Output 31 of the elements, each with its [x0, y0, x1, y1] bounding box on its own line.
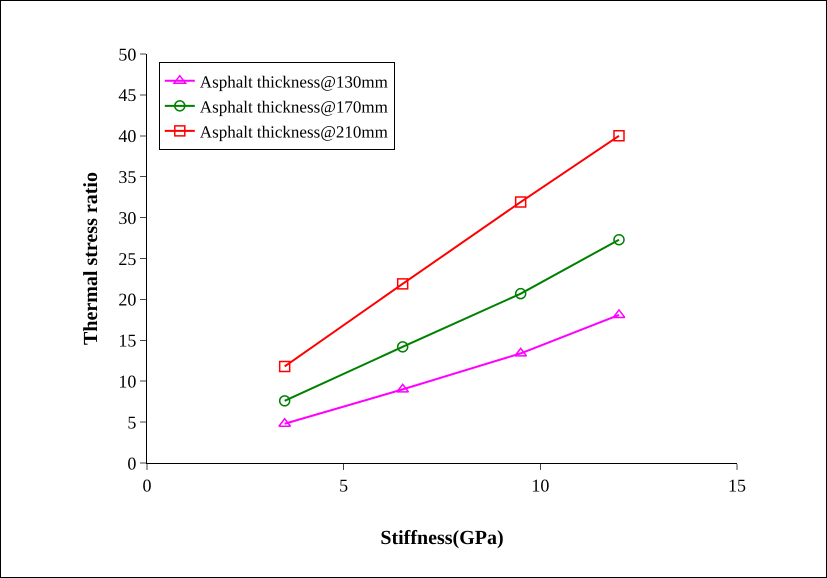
y-tick-label: 5 [127, 412, 136, 432]
x-tick-label: 5 [339, 476, 348, 496]
legend-label: Asphalt thickness@210mm [200, 122, 388, 142]
x-tick-label: 15 [728, 476, 746, 496]
x-tick-label: 10 [531, 476, 550, 496]
point [396, 384, 410, 393]
point [396, 278, 408, 290]
y-tick-label: 15 [118, 330, 136, 351]
y-axis-title: Thermal stress ratio [80, 172, 102, 345]
point [514, 196, 526, 208]
y-tick-label: 0 [127, 453, 136, 474]
point [396, 341, 408, 353]
legend-label: Asphalt thickness@130mm [200, 72, 388, 92]
point [514, 348, 528, 357]
point [278, 395, 290, 407]
y-tick-label: 25 [118, 248, 136, 269]
y-tick-label: 20 [118, 290, 136, 310]
x-tick-label: 0 [142, 476, 152, 496]
point [613, 130, 625, 142]
point [613, 234, 625, 246]
y-tick-label: 40 [118, 126, 136, 146]
y-tick-label: 30 [118, 208, 136, 228]
y-tick-label: 35 [118, 167, 136, 187]
point [278, 360, 290, 372]
x-axis-title: Stiffness(GPa) [380, 527, 504, 550]
legend-label: Asphalt thickness@170mm [200, 97, 388, 116]
y-tick-label: 45 [118, 85, 136, 106]
point [514, 288, 526, 300]
point [278, 418, 292, 427]
y-tick-label: 50 [118, 44, 136, 64]
y-tick-label: 10 [118, 372, 136, 392]
